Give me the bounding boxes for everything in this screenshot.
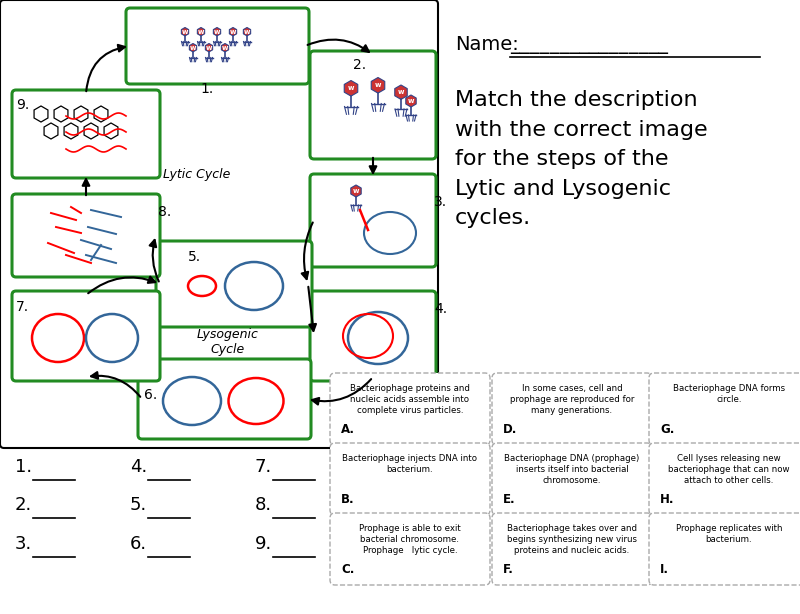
FancyBboxPatch shape (126, 8, 309, 84)
Text: 8.: 8. (255, 496, 272, 514)
FancyBboxPatch shape (310, 51, 436, 159)
Text: Match the description
with the correct image
for the steps of the
Lytic and Lyso: Match the description with the correct i… (455, 90, 708, 228)
Text: w: w (206, 45, 212, 51)
Text: 6.: 6. (130, 535, 147, 553)
Text: 7.: 7. (16, 300, 29, 314)
Text: C.: C. (341, 563, 354, 576)
Text: 5.: 5. (188, 250, 201, 264)
Text: w: w (182, 29, 188, 35)
FancyBboxPatch shape (492, 373, 652, 445)
Text: w: w (198, 29, 204, 35)
Ellipse shape (348, 312, 408, 364)
FancyBboxPatch shape (156, 241, 312, 327)
Text: w: w (244, 29, 250, 35)
Text: w: w (398, 89, 404, 95)
Text: B.: B. (341, 493, 354, 506)
Text: Bacteriophage DNA forms
circle.: Bacteriophage DNA forms circle. (673, 384, 785, 404)
Text: 2.: 2. (15, 496, 32, 514)
Text: E.: E. (503, 493, 516, 506)
Text: G.: G. (660, 423, 674, 436)
Text: 1.: 1. (200, 82, 214, 96)
FancyBboxPatch shape (330, 443, 490, 515)
Text: 9.: 9. (16, 98, 30, 112)
Text: w: w (222, 45, 228, 51)
Text: Prophage replicates with
bacterium.: Prophage replicates with bacterium. (676, 524, 782, 544)
Text: 4.: 4. (130, 458, 147, 476)
FancyBboxPatch shape (649, 373, 800, 445)
FancyBboxPatch shape (12, 291, 160, 381)
Text: Bacteriophage DNA (prophage)
inserts itself into bacterial
chromosome.: Bacteriophage DNA (prophage) inserts its… (504, 454, 640, 485)
Ellipse shape (188, 276, 216, 296)
Text: Name:: Name: (455, 35, 518, 54)
Text: 1.: 1. (15, 458, 32, 476)
FancyBboxPatch shape (310, 174, 436, 267)
Text: Bacteriophage proteins and
nucleic acids assemble into
complete virus particles.: Bacteriophage proteins and nucleic acids… (350, 384, 470, 415)
Text: 2.: 2. (353, 58, 366, 72)
FancyBboxPatch shape (492, 513, 652, 585)
Text: 3.: 3. (434, 195, 447, 209)
Text: A.: A. (341, 423, 355, 436)
Text: Lytic Cycle: Lytic Cycle (163, 168, 230, 181)
Text: 9.: 9. (255, 535, 272, 553)
Text: 7.: 7. (255, 458, 272, 476)
Text: w: w (348, 85, 354, 91)
Text: 6.: 6. (144, 388, 158, 402)
Text: w: w (190, 45, 196, 51)
Text: I.: I. (660, 563, 669, 576)
Text: 5.: 5. (130, 496, 147, 514)
Text: w: w (214, 29, 220, 35)
FancyBboxPatch shape (649, 513, 800, 585)
FancyBboxPatch shape (138, 359, 311, 439)
Text: Prophage is able to exit
bacterial chromosome.
Prophage   lytic cycle.: Prophage is able to exit bacterial chrom… (359, 524, 461, 555)
Ellipse shape (163, 377, 221, 425)
Text: H.: H. (660, 493, 674, 506)
FancyBboxPatch shape (330, 373, 490, 445)
Ellipse shape (86, 314, 138, 362)
Ellipse shape (364, 212, 416, 254)
Text: In some cases, cell and
prophage are reproduced for
many generations.: In some cases, cell and prophage are rep… (510, 384, 634, 415)
Ellipse shape (225, 262, 283, 310)
FancyBboxPatch shape (310, 291, 436, 381)
Text: 8.: 8. (158, 205, 171, 219)
Text: Bacteriophage takes over and
begins synthesizing new virus
proteins and nucleic : Bacteriophage takes over and begins synt… (507, 524, 637, 555)
Text: D.: D. (503, 423, 518, 436)
Ellipse shape (32, 314, 84, 362)
Text: 4.: 4. (434, 302, 447, 316)
FancyBboxPatch shape (0, 0, 438, 448)
FancyBboxPatch shape (12, 194, 160, 277)
Text: w: w (353, 188, 359, 194)
Text: w: w (230, 29, 236, 35)
Text: w: w (374, 82, 382, 88)
FancyBboxPatch shape (649, 443, 800, 515)
Ellipse shape (229, 378, 283, 424)
Text: F.: F. (503, 563, 514, 576)
Text: 3.: 3. (15, 535, 32, 553)
FancyBboxPatch shape (492, 443, 652, 515)
Text: Cell lyses releasing new
bacteriophage that can now
attach to other cells.: Cell lyses releasing new bacteriophage t… (668, 454, 790, 485)
Text: Lysogenic
Cycle: Lysogenic Cycle (197, 328, 259, 356)
FancyBboxPatch shape (12, 90, 160, 178)
Text: ________________: ________________ (510, 35, 668, 54)
FancyBboxPatch shape (330, 513, 490, 585)
Text: w: w (408, 98, 414, 104)
Text: Bacteriophage injects DNA into
bacterium.: Bacteriophage injects DNA into bacterium… (342, 454, 478, 474)
